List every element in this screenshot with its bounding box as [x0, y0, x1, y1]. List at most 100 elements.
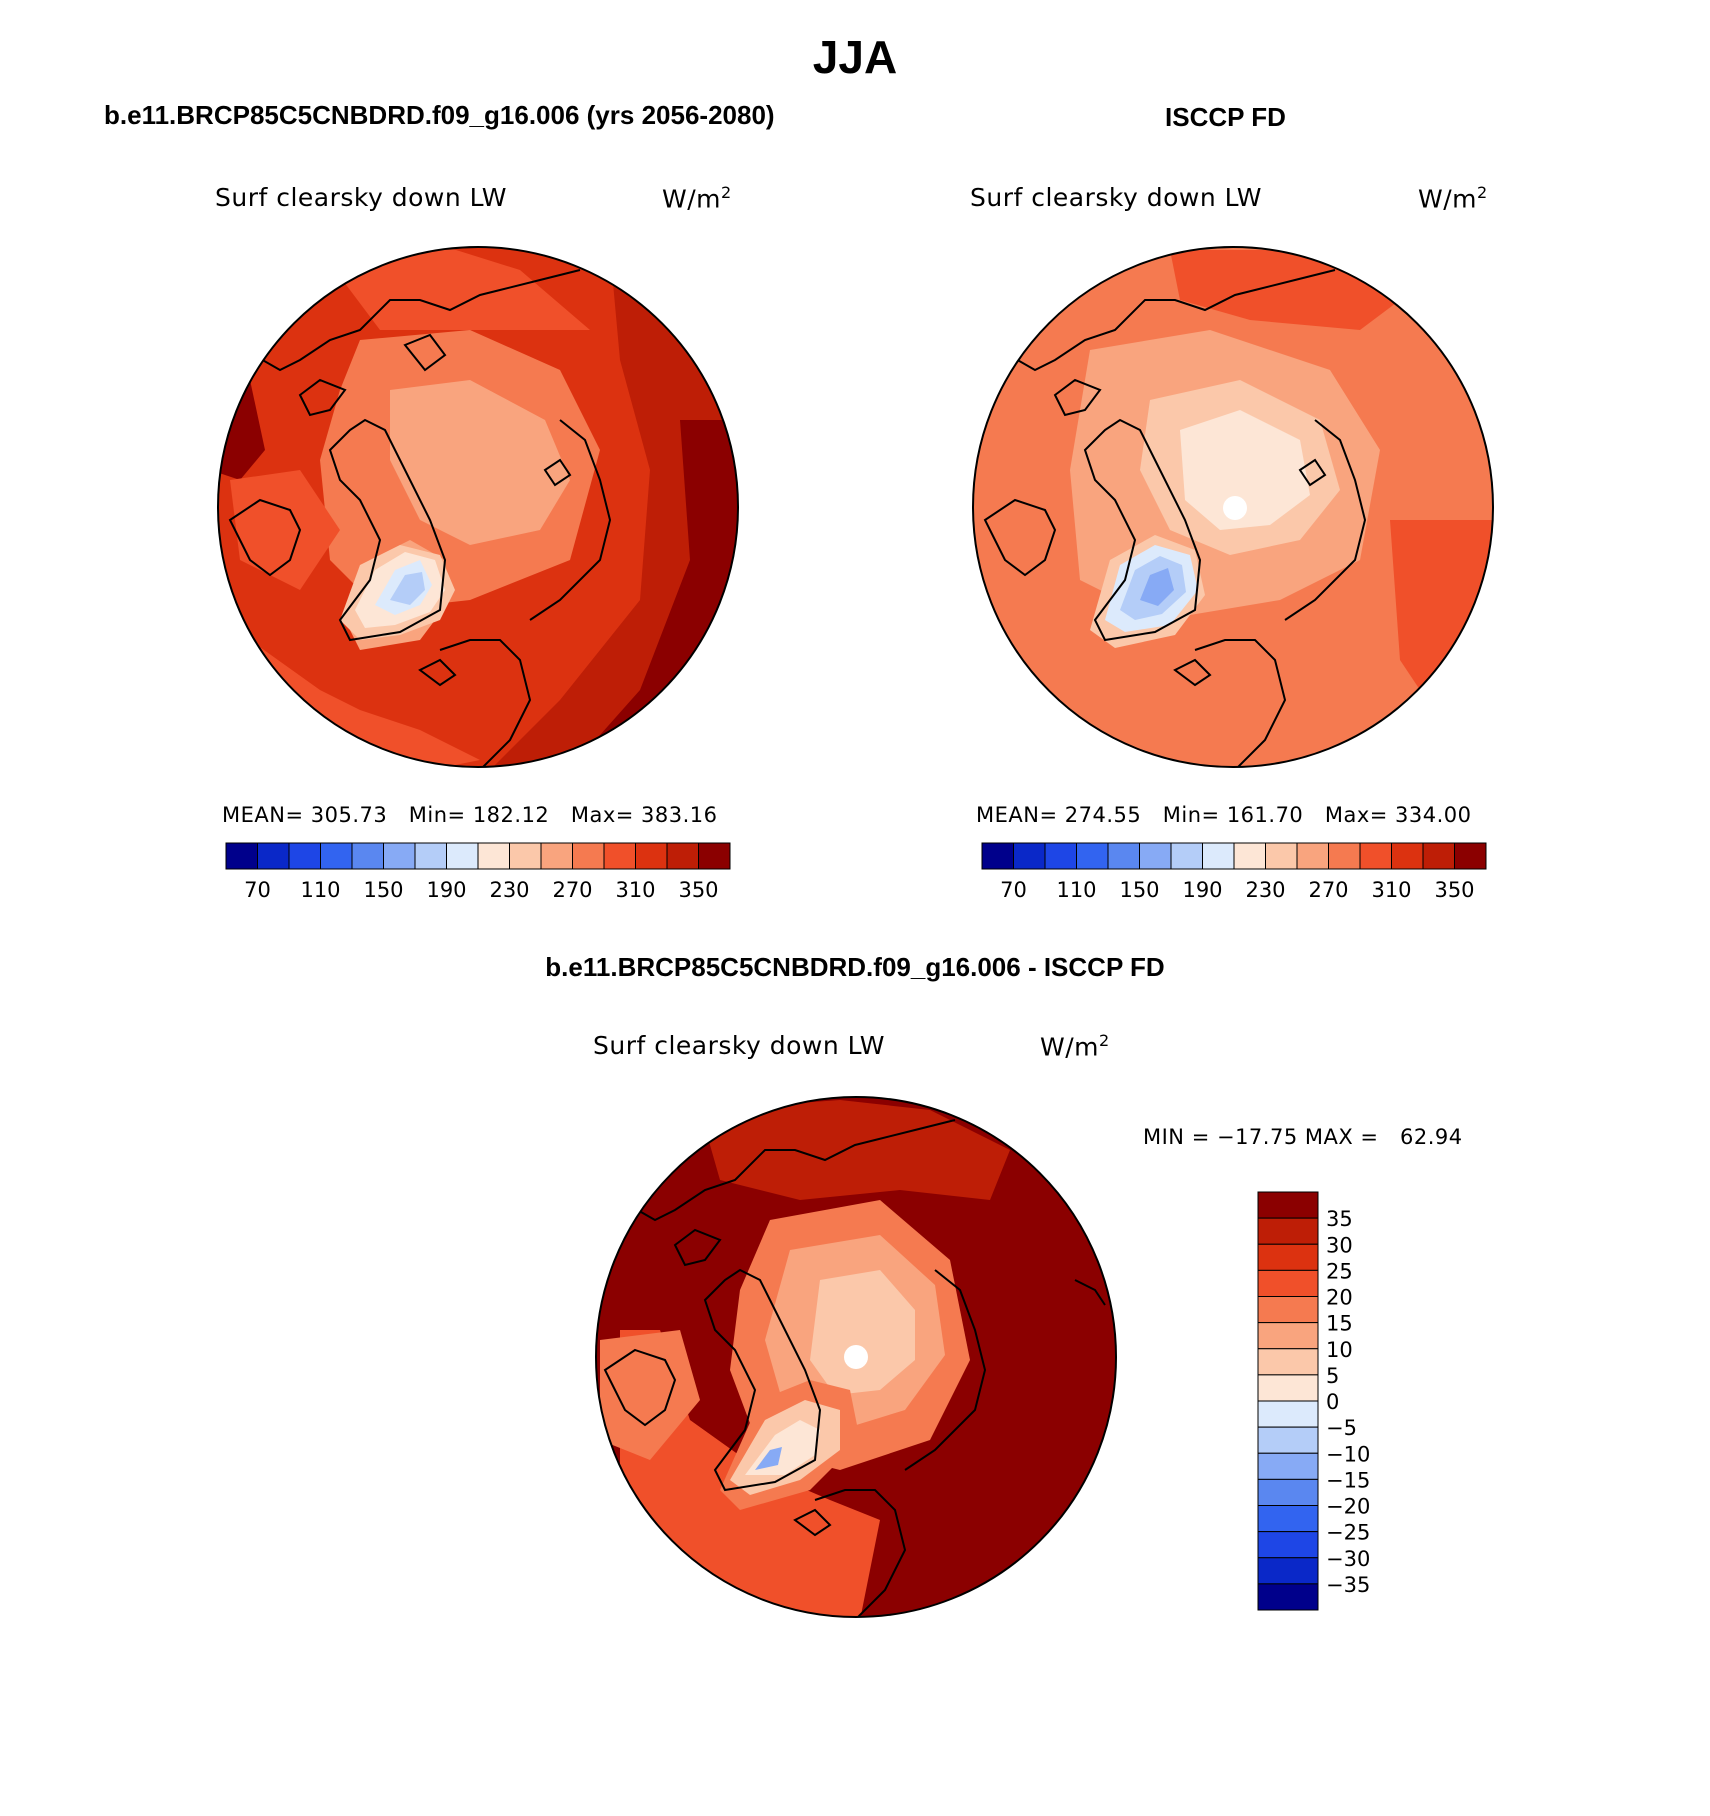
colorbar3-tick-label: −35 — [1326, 1573, 1370, 1597]
colorbar3-box — [1257, 1296, 1319, 1324]
colorbar2-box — [1296, 842, 1329, 870]
colorbar3-box — [1257, 1348, 1319, 1376]
colorbar1-tick-label: 110 — [300, 878, 340, 902]
colorbar1-box — [257, 842, 290, 870]
panel2-title: ISCCP FD — [1165, 102, 1286, 132]
colorbar1-box — [603, 842, 636, 870]
colorbar3-tick-label: −25 — [1326, 1521, 1370, 1545]
map2-border — [972, 246, 1494, 768]
colorbar1-box — [383, 842, 416, 870]
colorbar1-box — [477, 842, 510, 870]
colorbar1-box — [666, 842, 699, 870]
colorbar2-box — [1107, 842, 1140, 870]
colorbar2-box — [1359, 842, 1392, 870]
colorbar1-box — [540, 842, 573, 870]
colorbar3-box — [1257, 1322, 1319, 1350]
colorbar3-box — [1257, 1531, 1319, 1559]
colorbar2-box — [1044, 842, 1077, 870]
colorbar3-box — [1257, 1452, 1319, 1480]
colorbar1: 70 110 150 190 230 270 310 350 — [225, 842, 731, 902]
colorbar3-tick-label: −30 — [1326, 1547, 1370, 1571]
colorbar2-box — [1265, 842, 1298, 870]
panel3-minmax: MIN = −17.75 MAX = 62.94 — [1143, 1125, 1463, 1149]
colorbar3-tick-label: −20 — [1326, 1495, 1370, 1519]
colorbar3-box — [1257, 1191, 1319, 1219]
colorbar2-tick-label: 190 — [1182, 878, 1222, 902]
colorbar2-tick-label: 230 — [1245, 878, 1285, 902]
colorbar3-tick-label: 20 — [1326, 1286, 1353, 1310]
main-title: JJA — [812, 31, 898, 83]
map1 — [218, 247, 738, 767]
panel3-title: b.e11.BRCP85C5CNBDRD.f09_g16.006 - ISCCP… — [545, 952, 1165, 982]
map1-border — [217, 246, 739, 768]
colorbar1-tick-label: 310 — [615, 878, 655, 902]
colorbar1-tick-label: 70 — [244, 878, 271, 902]
colorbar2-tick-label: 110 — [1056, 878, 1096, 902]
colorbar3-tick-label: 0 — [1326, 1390, 1339, 1414]
colorbar3-tick-label: 5 — [1326, 1364, 1339, 1388]
panel2-variable: Surf clearsky down LW — [970, 183, 1263, 212]
colorbar2-tick-label: 270 — [1308, 878, 1348, 902]
colorbar2-box — [1233, 842, 1266, 870]
map2 — [973, 247, 1493, 767]
colorbar3-tick-label: 30 — [1326, 1233, 1353, 1257]
colorbar2: 70 110 150 190 230 270 310 350 — [981, 842, 1487, 902]
colorbar3-box — [1257, 1557, 1319, 1585]
colorbar3-tick-label: 35 — [1326, 1207, 1353, 1231]
colorbar3-box — [1257, 1426, 1319, 1454]
colorbar2-box — [1391, 842, 1424, 870]
colorbar3-tick-label: −10 — [1326, 1442, 1370, 1466]
panel1-title: b.e11.BRCP85C5CNBDRD.f09_g16.006 (yrs 20… — [104, 100, 775, 130]
colorbar3-box — [1257, 1505, 1319, 1533]
panel2-units: W/m2 — [1418, 183, 1488, 214]
colorbar3-box — [1257, 1400, 1319, 1428]
colorbar3-box — [1257, 1374, 1319, 1402]
colorbar2-tick-label: 350 — [1434, 878, 1474, 902]
colorbar2-box — [1013, 842, 1046, 870]
colorbar2-box — [1328, 842, 1361, 870]
colorbar2-tick-label: 310 — [1371, 878, 1411, 902]
colorbar3-tick-label: 25 — [1326, 1259, 1353, 1283]
colorbar1-tick-label: 270 — [552, 878, 592, 902]
map3 — [596, 1097, 1116, 1617]
colorbar2-box — [1422, 842, 1455, 870]
colorbar2-box — [1076, 842, 1109, 870]
panel3-units: W/m2 — [1040, 1031, 1110, 1062]
colorbar3-tick-label: 15 — [1326, 1312, 1353, 1336]
colorbar3-box — [1257, 1478, 1319, 1506]
colorbar1-box — [320, 842, 353, 870]
colorbar1-box — [635, 842, 668, 870]
colorbar1-box — [572, 842, 605, 870]
colorbar2-box — [1170, 842, 1203, 870]
panel1-units: W/m2 — [662, 183, 732, 214]
panel3-variable: Surf clearsky down LW — [593, 1031, 886, 1060]
panel1-variable: Surf clearsky down LW — [215, 183, 508, 212]
colorbar1-box — [225, 842, 258, 870]
colorbar3-box — [1257, 1243, 1319, 1271]
colorbar2-box — [981, 842, 1014, 870]
colorbar3-tick-label: −5 — [1326, 1416, 1357, 1440]
colorbar2-box — [1202, 842, 1235, 870]
colorbar1-box — [288, 842, 321, 870]
colorbar3-tick-label: −15 — [1326, 1468, 1370, 1492]
map3-border — [595, 1096, 1117, 1618]
colorbar3-box — [1257, 1269, 1319, 1297]
colorbar1-tick-label: 150 — [363, 878, 403, 902]
colorbar1-box — [509, 842, 542, 870]
colorbar1-box — [698, 842, 731, 870]
panel2-stats: MEAN= 274.55 Min= 161.70 Max= 334.00 — [976, 803, 1472, 827]
colorbar3-tick-label: 10 — [1326, 1338, 1353, 1362]
colorbar1-box — [351, 842, 384, 870]
colorbar1-tick-label: 190 — [426, 878, 466, 902]
colorbar2-tick-label: 70 — [1000, 878, 1027, 902]
panel1-stats: MEAN= 305.73 Min= 182.12 Max= 383.16 — [222, 803, 718, 827]
colorbar3-box — [1257, 1583, 1319, 1611]
colorbar2-box — [1454, 842, 1487, 870]
colorbar1-box — [446, 842, 479, 870]
colorbar1-tick-label: 350 — [678, 878, 718, 902]
colorbar3-box — [1257, 1217, 1319, 1245]
colorbar1-tick-label: 230 — [489, 878, 529, 902]
colorbar2-tick-label: 150 — [1119, 878, 1159, 902]
